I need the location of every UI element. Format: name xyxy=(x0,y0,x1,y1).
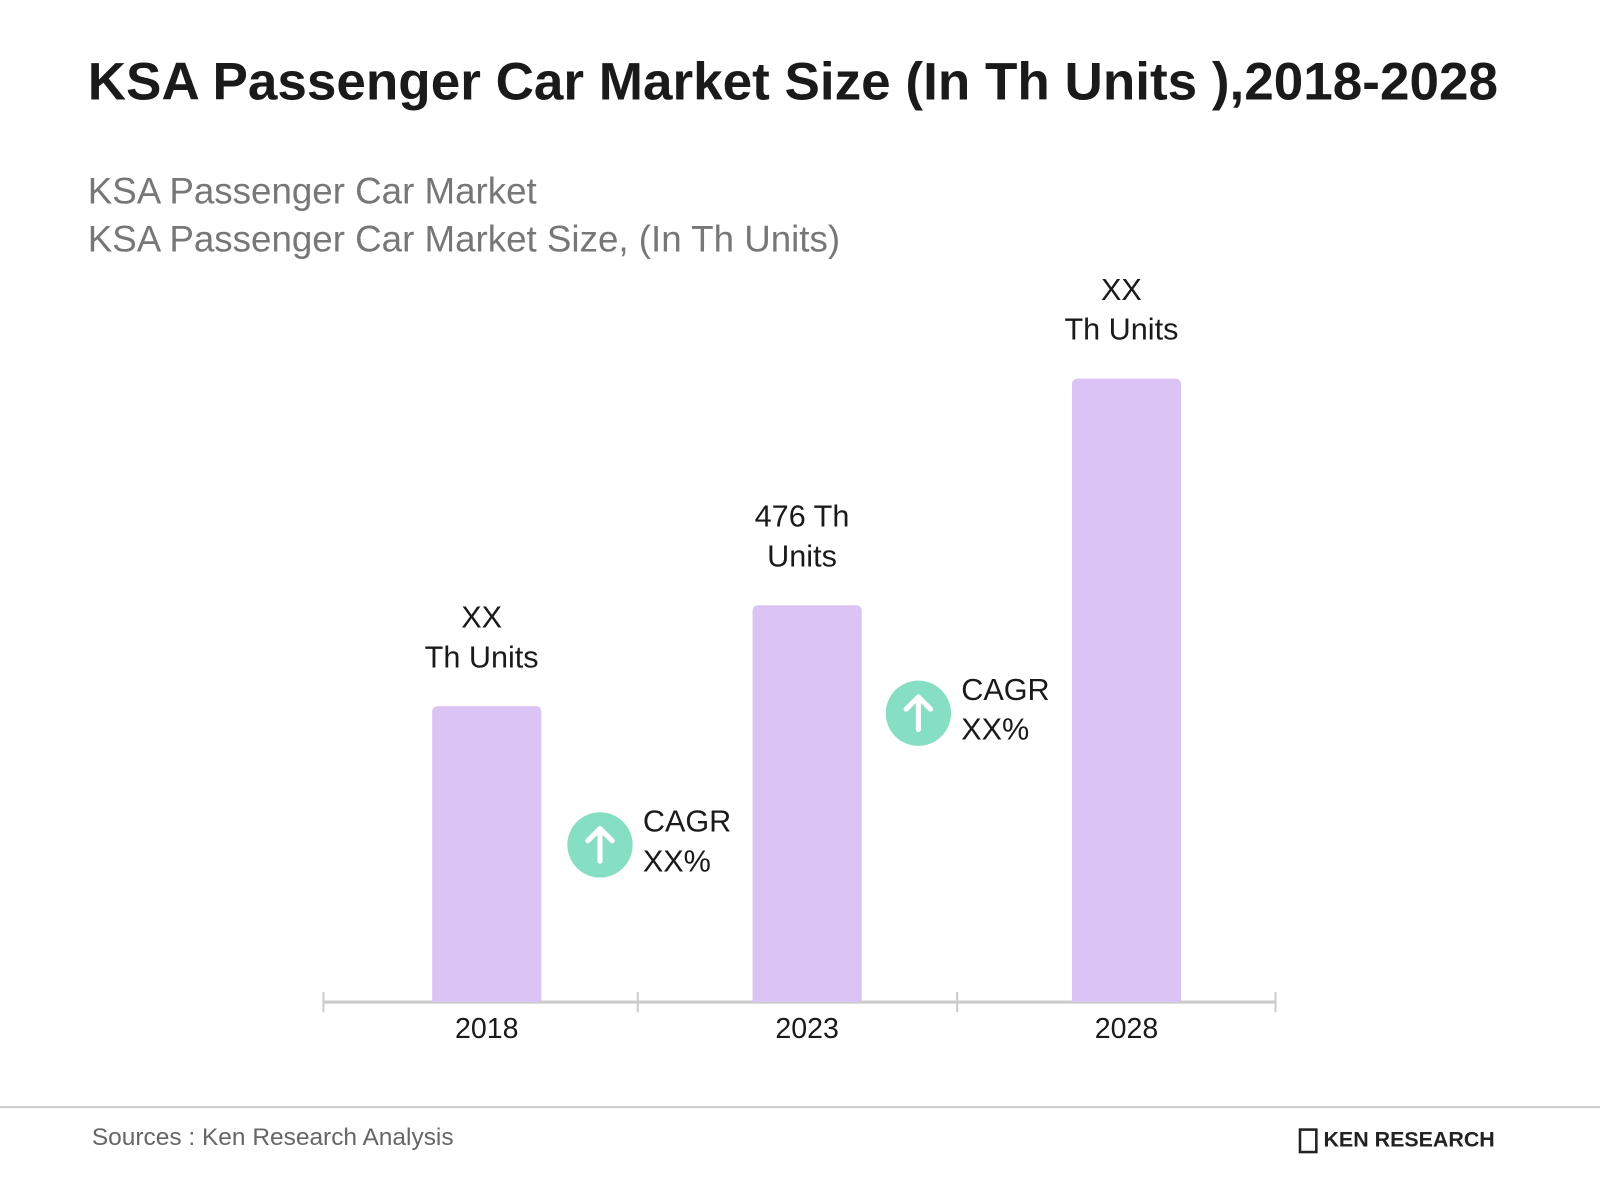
cagr-value: XX% xyxy=(643,844,711,878)
bar xyxy=(432,706,542,1003)
x-tick-label: 2018 xyxy=(455,1013,519,1045)
subtitle: KSA Passenger Car Market Size, (In Th Un… xyxy=(88,219,840,260)
cagr-value: XX% xyxy=(961,713,1029,747)
source: Sources : Ken Research Analysis xyxy=(92,1124,454,1151)
value-label: Th Units xyxy=(425,640,539,674)
cagr-label: CAGR xyxy=(961,673,1049,707)
value-label: XX xyxy=(461,601,502,635)
cagr-arrow xyxy=(903,694,934,733)
bar xyxy=(752,605,862,1003)
x-tick-label: 2023 xyxy=(775,1013,839,1045)
bar xyxy=(1071,378,1182,1003)
value-label: 476 Th xyxy=(755,500,850,534)
cagr-label: CAGR xyxy=(643,805,731,839)
logo-icon xyxy=(1298,1128,1318,1154)
axis-ticks xyxy=(322,991,1277,1013)
x-tick-label: 2028 xyxy=(1095,1013,1159,1045)
value-label: Units xyxy=(767,539,837,573)
chart-title: KSA Passenger Car Market Size (In Th Uni… xyxy=(88,53,1498,112)
value-label: Th Units xyxy=(1064,313,1178,347)
value-label: XX xyxy=(1101,273,1142,307)
logo: KEN RESEARCH xyxy=(1323,1127,1494,1151)
cagr-arrow xyxy=(585,826,615,864)
subtitle: KSA Passenger Car Market xyxy=(88,171,537,212)
